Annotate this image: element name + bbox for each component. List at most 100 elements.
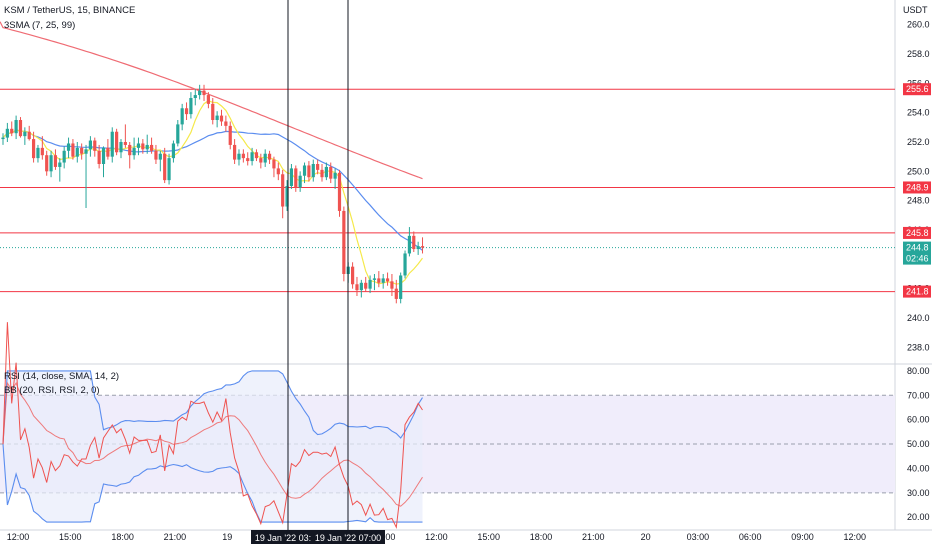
level-price-tag[interactable]: 255.6	[903, 83, 931, 96]
candle	[298, 171, 302, 192]
candle-body	[141, 143, 145, 150]
candle	[263, 149, 267, 167]
candle	[307, 161, 311, 182]
candle	[88, 136, 92, 157]
level-tag-text: 255.6	[906, 84, 929, 94]
crosshair-tag-bg	[251, 530, 325, 544]
candle	[254, 149, 259, 162]
bb-legend[interactable]: BB (20, RSI, RSI, 2, 0)	[4, 385, 100, 396]
candle-body	[276, 168, 280, 175]
candle	[23, 127, 27, 145]
candle	[316, 159, 320, 175]
candle-body	[163, 153, 167, 181]
bollinger-lower	[2, 444, 423, 523]
candle	[320, 164, 324, 182]
candle-body	[106, 147, 110, 157]
candle-body	[18, 120, 23, 137]
candle	[141, 139, 145, 154]
candle-body	[355, 284, 359, 291]
candle-body	[272, 159, 276, 169]
time-tick-label: 12:00	[7, 532, 30, 542]
candle	[198, 84, 202, 100]
rsi-line	[2, 322, 423, 530]
candle-body	[324, 166, 328, 178]
candle-body	[66, 143, 71, 151]
candle-body	[80, 147, 84, 154]
candle	[364, 276, 368, 292]
price-tick-label: 238.0	[907, 342, 930, 352]
candle-body	[14, 120, 18, 134]
candle	[193, 89, 197, 106]
candle-body	[101, 147, 106, 164]
candle	[189, 92, 193, 119]
candle-body	[202, 90, 206, 96]
candle-body	[27, 131, 31, 140]
sma-legend[interactable]: 3SMA (7, 25, 99)	[4, 20, 76, 31]
last-price-tag: 244.802:46	[903, 241, 931, 265]
candle-body	[115, 131, 119, 153]
candle	[211, 98, 215, 125]
candle-body	[132, 147, 136, 156]
candle	[329, 162, 333, 184]
candle	[219, 109, 224, 126]
candle-body	[241, 153, 245, 159]
candle	[246, 152, 250, 166]
candle	[49, 150, 53, 178]
candle-body	[302, 165, 307, 176]
rsi-tick-label: 70.00	[907, 390, 930, 400]
candle	[136, 137, 141, 156]
candle	[202, 84, 206, 101]
candle-body	[316, 164, 320, 170]
currency-label: USDT	[903, 5, 928, 15]
candle-body	[263, 153, 267, 163]
candle	[302, 162, 307, 184]
level-price-tag[interactable]: 241.8	[903, 285, 931, 298]
candle	[351, 262, 355, 289]
bollinger-upper	[2, 370, 423, 445]
last-price-text: 244.8	[906, 243, 929, 253]
candle	[385, 272, 390, 286]
time-tick-label: 15:00	[59, 532, 82, 542]
candle-body	[337, 172, 342, 211]
candle	[115, 128, 119, 156]
candle-body	[176, 124, 180, 144]
candle-body	[84, 149, 88, 154]
candle	[132, 137, 136, 160]
candle-body	[416, 246, 420, 250]
candle-body	[224, 121, 228, 126]
level-price-tag[interactable]: 245.8	[903, 226, 931, 239]
candle-body	[128, 144, 132, 156]
candle	[123, 124, 127, 148]
candle-body	[58, 162, 62, 167]
candle-body	[49, 155, 53, 172]
candle-body	[254, 152, 259, 159]
price-tick-label: 252.0	[907, 137, 930, 147]
time-tick-label: 15:00	[477, 532, 500, 542]
candle-body	[285, 186, 289, 207]
crosshair-tag-text: 19 Jan '22 03:30	[255, 533, 321, 543]
price-tick-label: 240.0	[907, 313, 930, 323]
candle-body	[403, 253, 407, 276]
candle-body	[149, 144, 154, 151]
candle-body	[31, 139, 36, 159]
candle-body	[154, 150, 158, 160]
candle	[267, 150, 272, 164]
candle-body	[385, 278, 390, 282]
sma-99-line	[0, 21, 423, 180]
rsi-legend[interactable]: RSI (14, close, SMA, 14, 2)	[4, 371, 120, 382]
candle-body	[184, 108, 189, 115]
level-price-tag[interactable]: 248.9	[903, 181, 931, 194]
candle-body	[215, 115, 219, 120]
candle-body	[219, 115, 224, 122]
candle	[228, 121, 232, 150]
candle-body	[294, 168, 298, 188]
candle	[62, 146, 66, 169]
candle-body	[372, 278, 377, 280]
candle-body	[333, 172, 337, 179]
candle-body	[377, 278, 381, 283]
candle-body	[364, 282, 368, 289]
candle-body	[250, 152, 254, 162]
time-tick-label: 21:00	[164, 532, 187, 542]
candle-body	[193, 95, 197, 98]
